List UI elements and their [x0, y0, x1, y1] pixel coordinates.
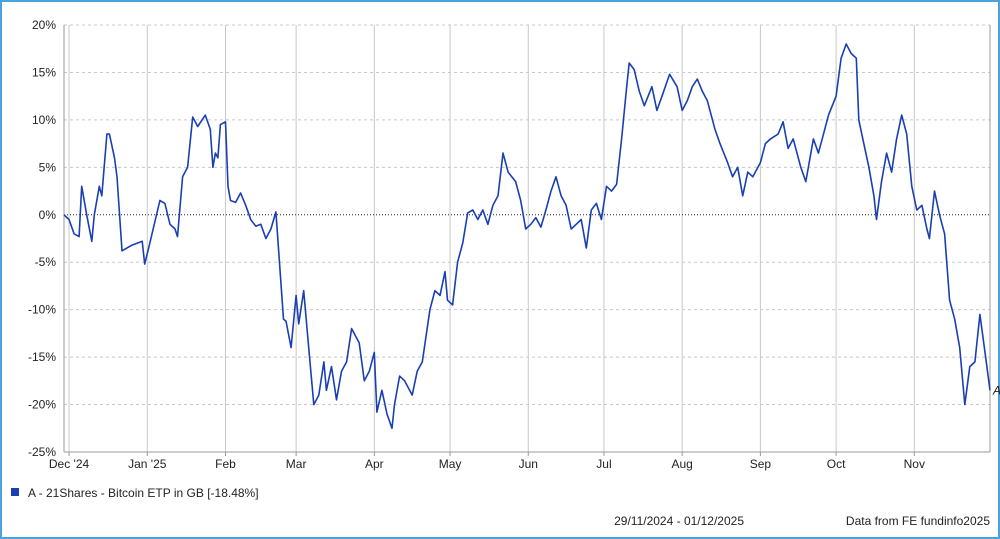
y-tick-label: 20% — [32, 18, 56, 32]
x-tick-label: Apr — [365, 457, 384, 471]
x-tick-label: Mar — [286, 457, 307, 471]
x-tick-label: Jan '25 — [128, 457, 167, 471]
x-tick-label: Dec '24 — [49, 457, 90, 471]
axes — [63, 25, 991, 456]
data-source: Data from FE fundinfo2025 — [846, 514, 990, 528]
y-tick-label: -10% — [28, 303, 56, 317]
y-tick-label: -5% — [35, 255, 57, 269]
y-tick-label: 10% — [32, 113, 56, 127]
x-tick-label: Feb — [215, 457, 236, 471]
x-tick-label: Sep — [750, 457, 772, 471]
legend: A - 21Shares - Bitcoin ETP in GB [-18.48… — [11, 486, 259, 500]
tick-labels: 20% 15% 10% 5% 0% -5% -10% -15% -20% -25%Dec '24 J… — [28, 18, 925, 471]
x-tick-label: Jun — [519, 457, 538, 471]
grid — [64, 24, 990, 452]
legend-entry: A - 21Shares - Bitcoin ETP in GB [-18.48… — [28, 486, 259, 500]
x-tick-label: Nov — [904, 457, 925, 471]
y-tick-label: -15% — [28, 350, 56, 364]
x-tick-label: Aug — [671, 457, 692, 471]
y-tick-label: -20% — [28, 398, 56, 412]
series-end-label: A — [992, 383, 1000, 397]
series-layer: A — [63, 43, 1000, 430]
y-tick-label: 5% — [39, 160, 57, 174]
x-tick-label: Jul — [596, 457, 611, 471]
y-tick-label: -25% — [28, 445, 56, 459]
legend-swatch — [11, 488, 19, 496]
date-range: 29/11/2024 - 01/12/2025 — [614, 514, 744, 528]
y-tick-label: 15% — [32, 65, 56, 79]
y-tick-label: 0% — [39, 208, 57, 222]
x-tick-label: May — [439, 457, 462, 471]
x-tick-label: Oct — [827, 457, 846, 471]
series-line — [63, 43, 991, 430]
